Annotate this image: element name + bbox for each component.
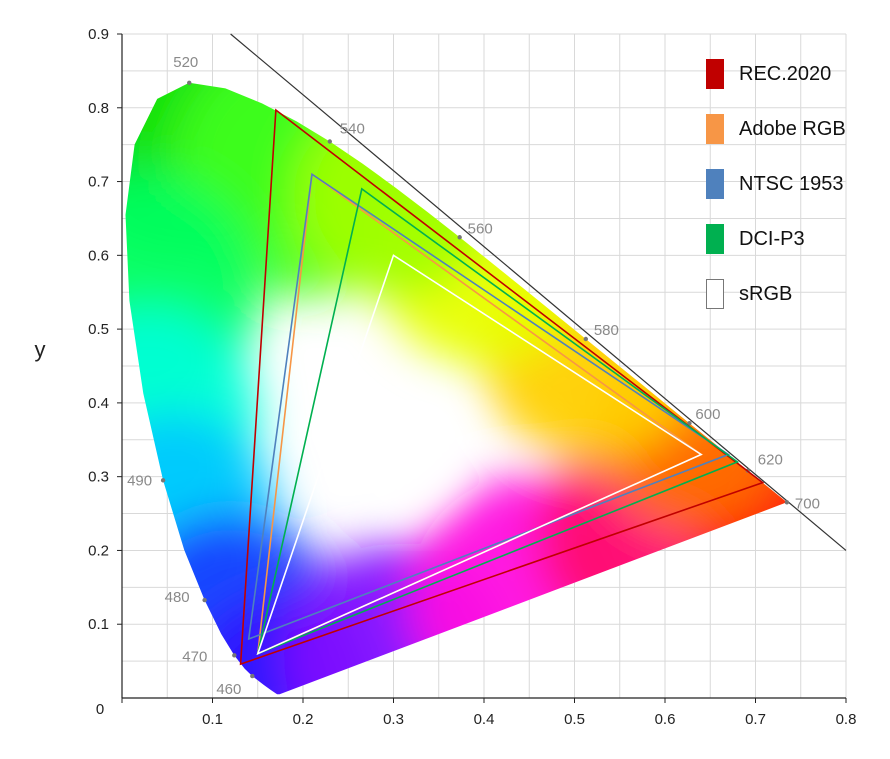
gamut-triangles [239, 108, 765, 666]
y-tick-label: 0.6 [88, 247, 109, 264]
y-tick-label: 0.2 [88, 542, 109, 559]
y-tick-label: 0.1 [88, 616, 109, 633]
legend-label: NTSC 1953 [739, 172, 844, 195]
wavelength-label: 620 [758, 452, 783, 469]
axes: 0 0.1 0.2 0.3 0.4 0.5 0.6 0.7 0.8 0.1 0.2 0.3 0.4 0.5… [88, 26, 856, 728]
x-tick-label: 0.7 [745, 711, 766, 728]
wavelength-label: 520 [173, 54, 198, 71]
y-axis-title: y [35, 337, 46, 362]
gamut-rec-2020 [239, 108, 765, 666]
wavelength-dot [187, 80, 192, 86]
wavelength-label: 490 [127, 472, 152, 489]
gamut-dci-p3 [256, 187, 740, 656]
y-tick-label: 0.7 [88, 174, 109, 191]
y-tick-label: 0.4 [88, 395, 109, 412]
wavelength-label: 470 [182, 648, 207, 665]
x-axis-title: x [459, 752, 470, 759]
y-tick-label: 0.8 [88, 100, 109, 117]
y-tick-label: 0.5 [88, 321, 109, 338]
wavelength-label: 540 [340, 120, 365, 137]
legend-item: REC.2020 [706, 58, 881, 90]
wavelength-label: 560 [468, 220, 493, 237]
gamut-srgb [256, 254, 703, 656]
legend-swatch [706, 169, 724, 199]
wavelength-label: 700 [795, 495, 820, 512]
legend-label: sRGB [739, 282, 793, 305]
wavelength-dot [583, 336, 589, 342]
x-tick-label: 0.2 [293, 711, 314, 728]
x-tick-label: 0.4 [474, 711, 495, 728]
legend-swatch [706, 279, 724, 309]
legend-item: NTSC 1953 [706, 168, 881, 200]
legend-label: REC.2020 [739, 62, 832, 85]
boundary-line-mark [230, 33, 847, 551]
legend-item: sRGB [706, 278, 881, 310]
legend-item: DCI-P3 [706, 223, 881, 255]
x-tick-label: 0.8 [836, 711, 857, 728]
wavelength-label: 460 [216, 681, 241, 698]
wavelength-label: 480 [165, 589, 190, 606]
wavelength-dot [687, 420, 692, 426]
wavelength-dot [160, 478, 166, 483]
wavelength-dot [784, 500, 790, 505]
wavelength-dot [232, 653, 237, 658]
legend: REC.2020 Adobe RGB NTSC 1953 DCI-P3 sRGB [706, 58, 881, 333]
gamut-ntsc-1953 [247, 172, 731, 641]
wavelength-dot [250, 673, 255, 679]
legend-label: Adobe RGB [739, 117, 846, 140]
x-tick-label: 0.1 [202, 711, 223, 728]
wavelength-dot [202, 597, 207, 603]
wavelength-dot [327, 139, 332, 144]
legend-swatch [706, 59, 724, 89]
x-tick-label: 0 [96, 701, 104, 718]
y-tick-label: 0.3 [88, 469, 109, 486]
wavelength-label: 600 [695, 406, 720, 423]
x-tick-label: 0.6 [655, 711, 676, 728]
wavelength-label: 580 [594, 322, 619, 339]
legend-swatch [706, 114, 724, 144]
wavelength-dot [457, 235, 462, 240]
legend-item: Adobe RGB [706, 113, 881, 145]
x-tick-label: 0.5 [564, 711, 585, 728]
legend-label: DCI-P3 [739, 227, 805, 250]
legend-swatch [706, 224, 724, 254]
x-tick-label: 0.3 [383, 711, 404, 728]
boundary-line [230, 33, 847, 551]
y-tick-label: 0.9 [88, 26, 109, 43]
